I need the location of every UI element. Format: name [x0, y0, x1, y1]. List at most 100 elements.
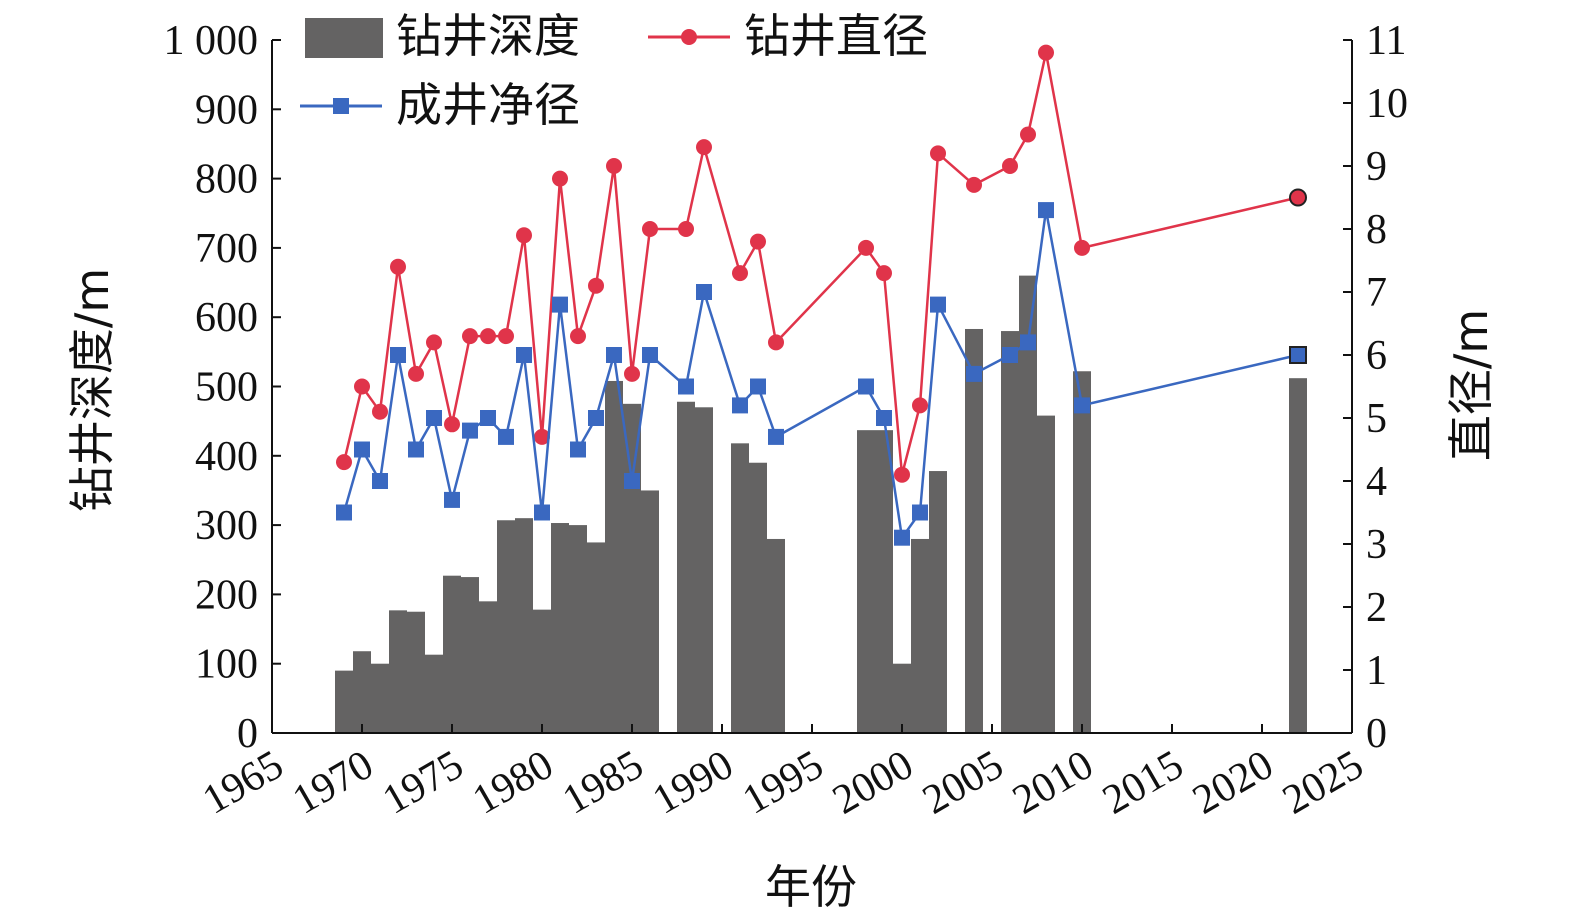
y-right-tick-label: 8	[1366, 207, 1387, 253]
x-tick-label: 2005	[915, 742, 1011, 824]
legend-label-net: 成井净径	[396, 78, 580, 132]
y-right-tick-label: 0	[1366, 711, 1387, 757]
y-left-tick-label: 200	[195, 572, 258, 618]
depth-bar	[767, 538, 785, 733]
depth-bar	[479, 601, 497, 733]
legend-label-diameter: 钻井直径	[744, 9, 928, 63]
net-point	[372, 473, 388, 489]
x-tick-label: 1985	[555, 742, 651, 824]
diameter-point	[750, 233, 766, 250]
x-tick-label: 1980	[465, 742, 561, 824]
net-point	[1289, 346, 1307, 364]
depth-bar	[857, 430, 875, 733]
depth-bar	[551, 523, 569, 733]
depth-bar	[1019, 275, 1037, 733]
diameter-point	[354, 378, 370, 395]
net-point	[1038, 202, 1054, 219]
diameter-point	[570, 328, 586, 345]
x-axis-title: 年份	[765, 860, 857, 914]
legend-marker-net	[333, 98, 349, 114]
y-left-tick-label: 300	[195, 503, 258, 549]
diameter-point	[768, 334, 784, 351]
net-point	[462, 422, 478, 439]
depth-bar	[731, 443, 749, 733]
legend-marker-diameter	[681, 29, 697, 45]
x-tick-label: 1995	[735, 742, 831, 824]
depth-bar	[569, 525, 587, 733]
depth-bar	[335, 670, 353, 733]
axes-layer: 年份 钻井深度/m 直径/m 1965197019751980198519901…	[65, 18, 1498, 914]
depth-bar	[587, 542, 605, 733]
diameter-point	[1038, 44, 1054, 61]
y-left-tick-label: 700	[195, 226, 258, 272]
diameter-point	[606, 158, 622, 174]
net-point	[876, 410, 892, 426]
diameter-point	[462, 328, 478, 345]
depth-bar	[641, 490, 659, 733]
net-point	[678, 378, 694, 395]
depth-bar	[461, 577, 479, 733]
net-point	[696, 284, 712, 300]
y-axis-left-title: 钻井深度/m	[65, 268, 119, 512]
diameter-line	[342, 51, 1299, 476]
net-point	[732, 397, 748, 414]
lines-layer	[336, 44, 1307, 546]
y-right-tick-label: 7	[1366, 270, 1387, 316]
net-point	[552, 296, 568, 313]
depth-bar	[875, 430, 893, 733]
net-point	[894, 529, 910, 546]
depth-bar	[893, 663, 911, 733]
depth-bar	[407, 611, 425, 733]
net-point	[516, 347, 532, 363]
depth-bar	[371, 663, 389, 733]
depth-bar	[749, 462, 767, 733]
y-right-tick-label: 2	[1366, 585, 1387, 631]
diameter-point	[1289, 188, 1307, 207]
x-tick-label: 2000	[825, 742, 921, 824]
y-left-tick-label: 500	[195, 365, 258, 411]
net-line	[342, 208, 1299, 539]
y-left-tick-label: 400	[195, 434, 258, 480]
x-tick-label: 1975	[375, 742, 471, 824]
net-point	[588, 410, 604, 426]
net-point	[768, 428, 784, 445]
diameter-point	[552, 170, 568, 187]
y-left-tick-label: 600	[195, 295, 258, 341]
diameter-point	[408, 365, 424, 382]
net-point	[498, 428, 514, 445]
y-left-tick-label: 1 000	[164, 18, 259, 64]
net-point	[336, 504, 352, 521]
net-point	[444, 491, 460, 508]
legend-swatch-depth	[305, 18, 383, 58]
depth-bar	[1001, 331, 1019, 733]
net-point	[642, 347, 658, 363]
net-point	[606, 347, 622, 363]
diameter-point	[426, 334, 442, 351]
depth-bar	[1037, 415, 1055, 733]
net-point	[750, 378, 766, 395]
net-point	[1002, 347, 1018, 363]
net-point	[570, 441, 586, 458]
depth-bar	[623, 403, 641, 733]
diameter-point	[876, 265, 892, 282]
depth-bar	[389, 610, 407, 733]
y-left-tick-label: 900	[195, 87, 258, 133]
diameter-point	[642, 221, 658, 237]
depth-bar	[605, 380, 623, 733]
diameter-point	[498, 328, 514, 345]
depth-bar	[425, 654, 443, 733]
diameter-point	[480, 328, 496, 345]
diameter-point	[678, 221, 694, 237]
net-point	[408, 441, 424, 458]
net-point	[1074, 397, 1090, 414]
y-right-tick-label: 11	[1366, 18, 1406, 64]
diameter-point	[966, 176, 982, 193]
net-point	[426, 410, 442, 426]
net-point	[534, 504, 550, 521]
y-right-tick-label: 5	[1366, 396, 1387, 442]
depth-bar	[1073, 371, 1091, 733]
net-point	[390, 347, 406, 363]
net-point	[1020, 334, 1036, 351]
depth-bar	[443, 575, 461, 733]
depth-bar	[965, 328, 983, 733]
